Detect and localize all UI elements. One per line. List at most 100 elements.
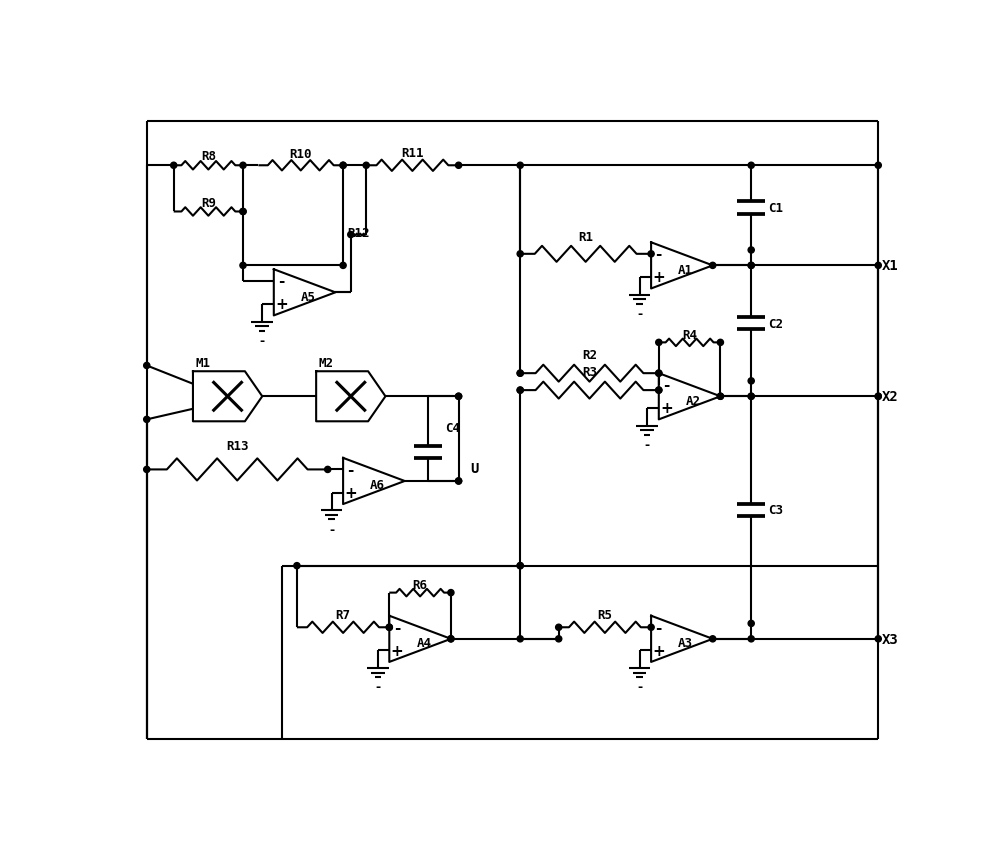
Circle shape [517, 563, 523, 569]
Circle shape [875, 394, 881, 400]
Circle shape [656, 388, 662, 394]
Circle shape [240, 209, 246, 216]
Circle shape [748, 636, 754, 642]
Text: R4: R4 [682, 328, 697, 341]
Circle shape [710, 263, 716, 269]
Circle shape [875, 394, 881, 400]
Text: R6: R6 [413, 579, 428, 591]
Circle shape [717, 340, 723, 346]
Circle shape [656, 371, 662, 377]
Circle shape [648, 251, 654, 257]
Text: R12: R12 [347, 227, 370, 239]
Text: -: - [260, 335, 265, 348]
Text: -: - [656, 620, 662, 635]
Text: R9: R9 [201, 197, 216, 210]
Text: -: - [394, 620, 400, 635]
Circle shape [144, 467, 150, 473]
Circle shape [448, 590, 454, 596]
Circle shape [717, 394, 723, 400]
Text: -: - [637, 308, 642, 320]
Circle shape [448, 636, 454, 642]
Circle shape [456, 478, 462, 485]
Circle shape [294, 563, 300, 569]
Text: R13: R13 [226, 439, 248, 452]
Text: +: + [344, 486, 357, 500]
Circle shape [171, 163, 177, 170]
Circle shape [386, 625, 392, 630]
Text: -: - [663, 377, 670, 393]
Text: X2: X2 [882, 390, 899, 404]
Circle shape [340, 163, 346, 170]
Circle shape [517, 251, 523, 257]
Circle shape [875, 263, 881, 269]
Text: M1: M1 [195, 356, 210, 370]
Circle shape [748, 394, 754, 400]
Circle shape [748, 263, 754, 269]
Circle shape [717, 394, 723, 400]
Circle shape [748, 394, 754, 400]
Circle shape [456, 394, 462, 400]
Text: A5: A5 [301, 291, 316, 303]
Circle shape [240, 163, 246, 170]
Text: R8: R8 [201, 150, 216, 164]
Circle shape [656, 388, 662, 394]
Circle shape [875, 636, 881, 642]
Circle shape [456, 163, 462, 170]
Text: R3: R3 [582, 366, 597, 378]
Text: -: - [656, 247, 662, 262]
Text: A6: A6 [370, 479, 385, 492]
Circle shape [517, 371, 523, 377]
Text: A2: A2 [686, 394, 701, 407]
Circle shape [340, 263, 346, 269]
Circle shape [748, 378, 754, 384]
Text: R1: R1 [578, 230, 593, 244]
Circle shape [456, 394, 462, 400]
Circle shape [517, 636, 523, 642]
Text: +: + [275, 297, 288, 312]
Text: C3: C3 [768, 504, 783, 517]
Text: -: - [348, 463, 354, 477]
Text: R10: R10 [290, 148, 312, 161]
Text: R5: R5 [597, 608, 612, 622]
Circle shape [340, 163, 346, 170]
Text: -: - [278, 274, 285, 289]
Text: R7: R7 [336, 608, 351, 622]
Circle shape [240, 209, 246, 216]
Circle shape [517, 163, 523, 170]
Circle shape [656, 340, 662, 346]
Circle shape [456, 478, 462, 485]
Text: +: + [652, 270, 665, 285]
Text: A3: A3 [678, 636, 693, 649]
Text: R2: R2 [582, 348, 597, 361]
Text: X3: X3 [882, 632, 899, 646]
Circle shape [556, 636, 562, 642]
Text: A1: A1 [678, 263, 693, 276]
Circle shape [363, 163, 369, 170]
Circle shape [748, 263, 754, 269]
Text: -: - [645, 438, 650, 452]
Circle shape [748, 163, 754, 170]
Text: X1: X1 [882, 259, 899, 273]
Circle shape [517, 371, 523, 377]
Circle shape [748, 620, 754, 627]
Circle shape [325, 467, 331, 473]
Circle shape [386, 625, 392, 630]
Text: +: + [391, 643, 403, 658]
Circle shape [448, 636, 454, 642]
Circle shape [648, 625, 654, 630]
Circle shape [556, 625, 562, 630]
Circle shape [517, 563, 523, 569]
Text: -: - [375, 681, 380, 694]
Text: -: - [329, 523, 334, 536]
Circle shape [517, 388, 523, 394]
Circle shape [240, 263, 246, 269]
Circle shape [144, 417, 150, 423]
Text: C1: C1 [768, 202, 783, 215]
Text: -: - [637, 681, 642, 694]
Text: R11: R11 [401, 147, 424, 160]
Circle shape [875, 163, 881, 170]
Circle shape [710, 636, 716, 642]
Text: M2: M2 [318, 356, 333, 370]
Text: +: + [660, 400, 673, 416]
Text: C2: C2 [768, 317, 783, 331]
